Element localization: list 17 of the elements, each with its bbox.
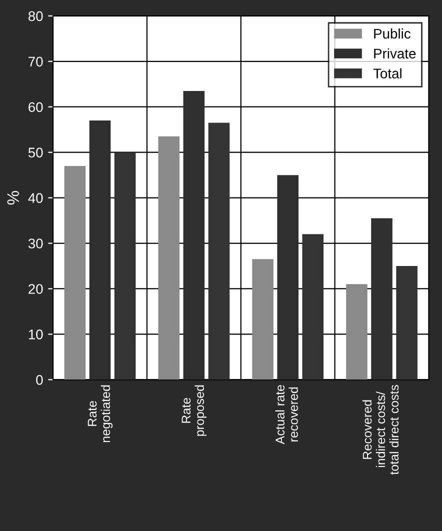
x-tick-label: Recovered indirect costs/ total direct costs xyxy=(362,384,399,475)
y-tick-label: 70 xyxy=(28,56,43,67)
y-tick-label: 30 xyxy=(28,238,43,248)
legend-label: Public xyxy=(374,28,410,39)
legend-label: Private xyxy=(374,48,416,59)
x-tick-label: Rate proposed xyxy=(182,385,206,436)
y-tick-label: 20 xyxy=(28,284,43,294)
y-axis-title: % xyxy=(7,190,19,205)
y-tick-label: 60 xyxy=(28,102,43,112)
x-tick-label: Actual rate recovered xyxy=(275,385,298,444)
x-tick-label: Rate negotiated xyxy=(88,385,113,442)
y-tick-label: 80 xyxy=(28,11,43,22)
y-tick-label: 0 xyxy=(36,375,43,385)
y-tick-label: 10 xyxy=(28,330,43,340)
legend-label: Total xyxy=(373,68,402,78)
y-tick-label: 40 xyxy=(28,193,43,203)
y-tick-label: 50 xyxy=(28,148,43,158)
